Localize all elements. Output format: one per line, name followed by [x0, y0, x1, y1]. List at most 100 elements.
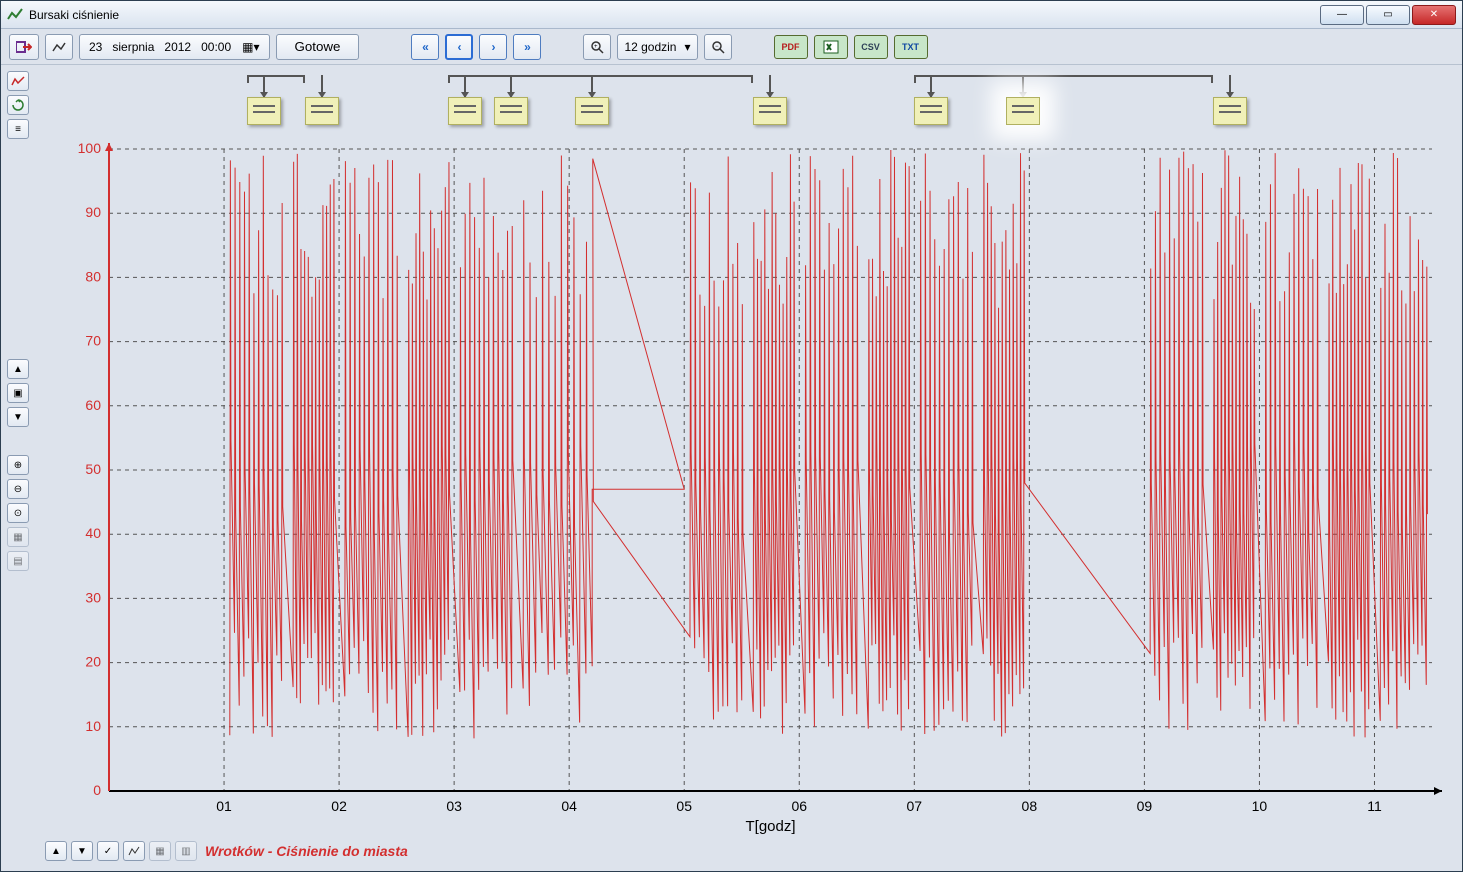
annotation-arrow — [591, 75, 593, 97]
app-window: Bursaki ciśnienie — ▭ ✕ 23 sierpnia 2012… — [0, 0, 1463, 872]
chart-area: 0102030405060708090100010203040506070809… — [39, 139, 1452, 837]
date-year: 2012 — [159, 40, 196, 54]
zoom-tool-5[interactable]: ▤ — [7, 551, 29, 571]
nav-last-button[interactable]: » — [513, 34, 541, 60]
toolbar: 23 sierpnia 2012 00:00 ▦▾ Gotowe « ‹ › »… — [1, 29, 1462, 65]
annotation-arrow — [769, 75, 771, 97]
footer-up-button[interactable]: ▲ — [45, 841, 67, 861]
annotation-arrow — [510, 75, 512, 97]
zoom-out-button[interactable]: − — [704, 34, 732, 60]
export-pdf-button[interactable]: PDF — [774, 35, 808, 59]
app-icon — [7, 7, 23, 23]
series-label: Wrotków - Ciśnienie do miasta — [205, 843, 408, 859]
chart-footer: ▲ ▼ ✓ ▦ ▥ Wrotków - Ciśnienie do miasta — [39, 837, 1452, 865]
svg-text:90: 90 — [85, 204, 101, 220]
annotation-arrow — [1229, 75, 1231, 97]
time-range-select[interactable]: 12 godzin ▾ — [617, 34, 697, 60]
export-xls-button[interactable] — [814, 35, 848, 59]
svg-text:80: 80 — [85, 268, 101, 284]
svg-text:40: 40 — [85, 525, 101, 541]
svg-text:T[godz]: T[godz] — [745, 818, 795, 835]
zoom-tool-2[interactable]: ⊖ — [7, 479, 29, 499]
annotation-bracket — [914, 75, 1213, 83]
svg-text:30: 30 — [85, 589, 101, 605]
svg-text:02: 02 — [331, 798, 347, 814]
annotation-note[interactable] — [914, 97, 948, 125]
main-content: ≡ ▲ ▣ ▼ ⊕ ⊖ ⊙ ▦ ▤ 0102030405060708090100… — [1, 65, 1462, 871]
export-csv-button[interactable]: CSV — [854, 35, 888, 59]
annotation-note[interactable] — [448, 97, 482, 125]
annotation-arrow — [930, 75, 932, 97]
export-txt-button[interactable]: TXT — [894, 35, 928, 59]
annotation-arrow — [321, 75, 323, 97]
side-tool-1[interactable] — [7, 71, 29, 91]
nav-first-button[interactable]: « — [411, 34, 439, 60]
zoom-tool-1[interactable]: ⊕ — [7, 455, 29, 475]
footer-check-button[interactable]: ✓ — [97, 841, 119, 861]
zoom-in-button[interactable]: + — [583, 34, 611, 60]
svg-text:0: 0 — [93, 782, 101, 798]
ready-button[interactable]: Gotowe — [276, 34, 360, 60]
left-toolbox: ≡ ▲ ▣ ▼ ⊕ ⊖ ⊙ ▦ ▤ — [1, 65, 35, 871]
calendar-icon: ▦▾ — [236, 40, 264, 54]
svg-text:50: 50 — [85, 461, 101, 477]
footer-btn-b[interactable]: ▥ — [175, 841, 197, 861]
date-time: 00:00 — [196, 40, 236, 54]
scroll-center-button[interactable]: ▣ — [7, 383, 29, 403]
window-controls: — ▭ ✕ — [1320, 5, 1456, 25]
annotation-bracket — [448, 75, 753, 83]
nav-prev-button[interactable]: ‹ — [445, 34, 473, 60]
footer-stats-button[interactable] — [123, 841, 145, 861]
date-picker[interactable]: 23 sierpnia 2012 00:00 ▦▾ — [79, 34, 270, 60]
titlebar: Bursaki ciśnienie — ▭ ✕ — [1, 1, 1462, 29]
chart-type-button[interactable] — [45, 34, 73, 60]
chart-canvas[interactable]: 0102030405060708090100010203040506070809… — [39, 139, 1452, 837]
annotation-arrow — [263, 75, 265, 97]
annotation-note[interactable] — [1006, 97, 1040, 125]
svg-text:11: 11 — [1367, 798, 1382, 814]
minimize-button[interactable]: — — [1320, 5, 1364, 25]
exit-button[interactable] — [9, 34, 39, 60]
svg-text:10: 10 — [1252, 798, 1268, 814]
footer-down-button[interactable]: ▼ — [71, 841, 93, 861]
annotation-arrow — [1022, 75, 1024, 97]
nav-next-button[interactable]: › — [479, 34, 507, 60]
svg-text:07: 07 — [907, 798, 923, 814]
svg-text:20: 20 — [85, 654, 101, 670]
maximize-button[interactable]: ▭ — [1366, 5, 1410, 25]
zoom-tool-4[interactable]: ▦ — [7, 527, 29, 547]
annotation-row — [109, 71, 1432, 139]
side-tool-notes[interactable]: ≡ — [7, 119, 29, 139]
date-month: sierpnia — [107, 40, 159, 54]
svg-text:03: 03 — [446, 798, 462, 814]
annotation-note[interactable] — [1213, 97, 1247, 125]
svg-text:04: 04 — [561, 798, 577, 814]
window-title: Bursaki ciśnienie — [29, 8, 1314, 22]
scroll-down-button[interactable]: ▼ — [7, 407, 29, 427]
svg-text:60: 60 — [85, 397, 101, 413]
date-day: 23 — [84, 40, 107, 54]
annotation-bracket — [247, 75, 305, 83]
svg-text:05: 05 — [676, 798, 692, 814]
annotation-arrow — [464, 75, 466, 97]
svg-text:01: 01 — [216, 798, 232, 814]
chevron-down-icon: ▾ — [684, 40, 690, 54]
zoom-tool-3[interactable]: ⊙ — [7, 503, 29, 523]
annotation-note[interactable] — [575, 97, 609, 125]
svg-text:08: 08 — [1022, 798, 1038, 814]
close-button[interactable]: ✕ — [1412, 5, 1456, 25]
scroll-up-button[interactable]: ▲ — [7, 359, 29, 379]
chart-container: 0102030405060708090100010203040506070809… — [35, 65, 1462, 871]
annotation-note[interactable] — [494, 97, 528, 125]
svg-text:100: 100 — [78, 140, 102, 156]
footer-btn-a[interactable]: ▦ — [149, 841, 171, 861]
svg-text:−: − — [715, 44, 719, 50]
svg-text:+: + — [594, 44, 598, 50]
annotation-note[interactable] — [305, 97, 339, 125]
side-tool-refresh[interactable] — [7, 95, 29, 115]
svg-text:70: 70 — [85, 333, 101, 349]
range-label: 12 godzin — [624, 40, 676, 54]
annotation-note[interactable] — [753, 97, 787, 125]
annotation-note[interactable] — [247, 97, 281, 125]
svg-text:10: 10 — [85, 718, 101, 734]
